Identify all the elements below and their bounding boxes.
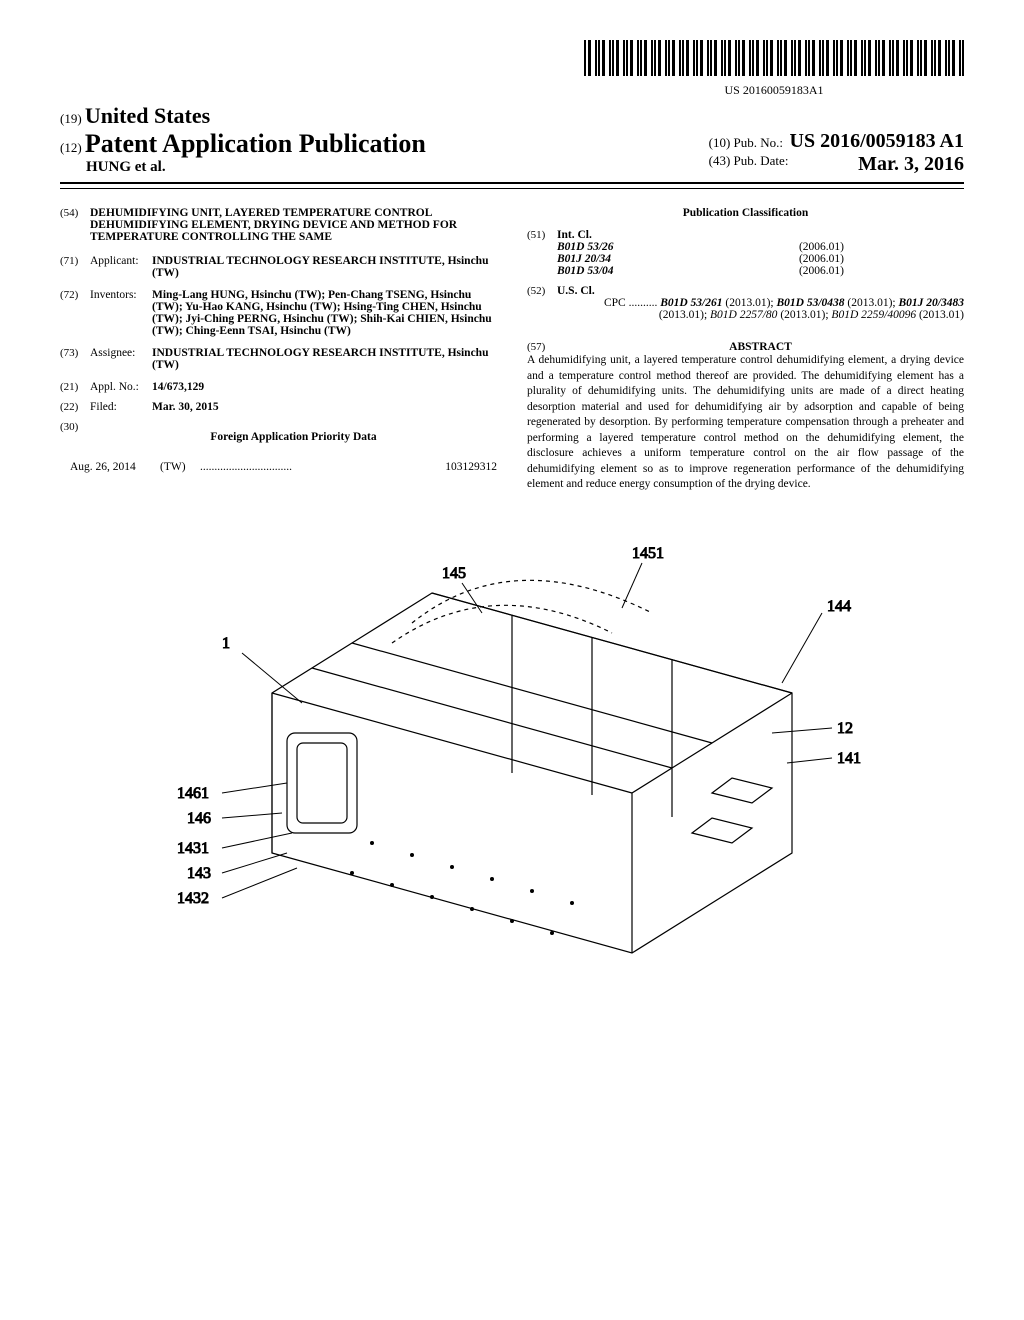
pub-date: Mar. 3, 2016 <box>858 153 964 176</box>
cpc-block: CPC .......... B01D 53/261 (2013.01); B0… <box>557 297 964 321</box>
filed-text: Mar. 30, 2015 <box>152 401 219 413</box>
cpc-label: CPC <box>604 297 626 309</box>
filed-body: Mar. 30, 2015 <box>152 401 497 413</box>
country: United States <box>85 103 210 128</box>
left-column: (54) DEHUMIDIFYING UNIT, LAYERED TEMPERA… <box>60 207 497 493</box>
appl-no-body: 14/673,129 <box>152 381 497 393</box>
header-right: (10) Pub. No.: US 2016/0059183 A1 (43) P… <box>709 130 964 176</box>
header-left: (19) United States (12) Patent Applicati… <box>60 103 426 176</box>
filed-row: (22) Filed: Mar. 30, 2015 <box>60 401 497 413</box>
priority-num: (30) <box>60 421 90 453</box>
appl-no-num: (21) <box>60 381 90 393</box>
priority-heading: Foreign Application Priority Data <box>90 431 497 443</box>
title-num: (54) <box>60 207 90 243</box>
invention-title: DEHUMIDIFYING UNIT, LAYERED TEMPERATURE … <box>90 207 497 243</box>
fig-label-12: 12 <box>837 720 853 737</box>
int-cl-code-0: B01D 53/26 <box>557 241 614 253</box>
pub-date-prefix: (43) <box>709 153 731 168</box>
filed-label: Filed: <box>90 401 152 413</box>
inventors-row: (72) Inventors: Ming-Lang HUNG, Hsinchu … <box>60 289 497 337</box>
priority-data-row: Aug. 26, 2014 (TW) .....................… <box>60 461 497 473</box>
fig-label-144: 144 <box>827 598 851 615</box>
fig-label-1: 1 <box>222 635 230 652</box>
fig-label-146: 146 <box>187 810 211 827</box>
pub-date-label: Pub. Date: <box>734 153 789 168</box>
header: (19) United States (12) Patent Applicati… <box>60 103 964 184</box>
assignee-num: (73) <box>60 347 90 371</box>
filed-num: (22) <box>60 401 90 413</box>
int-cl-ver-0: (2006.01) <box>799 241 964 253</box>
appl-no-row: (21) Appl. No.: 14/673,129 <box>60 381 497 393</box>
applicant-num: (71) <box>60 255 90 279</box>
appl-no-text: 14/673,129 <box>152 381 204 393</box>
fig-label-1431: 1431 <box>177 840 209 857</box>
title-row: (54) DEHUMIDIFYING UNIT, LAYERED TEMPERA… <box>60 207 497 243</box>
inventors-body: Ming-Lang HUNG, Hsinchu (TW); Pen-Chang … <box>152 289 497 337</box>
pub-no: US 2016/0059183 A1 <box>790 130 964 152</box>
int-cl-codes: B01D 53/26(2006.01) B01J 20/34(2006.01) … <box>557 241 964 277</box>
body-columns: (54) DEHUMIDIFYING UNIT, LAYERED TEMPERA… <box>60 207 964 493</box>
inventors-num: (72) <box>60 289 90 337</box>
assignee-text: INDUSTRIAL TECHNOLOGY RESEARCH INSTITUTE… <box>152 347 488 371</box>
pub-no-prefix: (10) <box>709 135 731 150</box>
int-cl-num: (51) <box>527 229 557 277</box>
int-cl-ver-2: (2006.01) <box>799 265 964 277</box>
int-cl-label: Int. Cl. <box>557 229 964 241</box>
pub-no-label: Pub. No.: <box>734 135 783 150</box>
barcode-number: US 20160059183A1 <box>584 83 964 98</box>
doc-type-prefix: (12) <box>60 140 82 155</box>
us-cl-num: (52) <box>527 285 557 321</box>
inventors-text: Ming-Lang HUNG, Hsinchu (TW); Pen-Chang … <box>152 289 492 337</box>
assignee-body: INDUSTRIAL TECHNOLOGY RESEARCH INSTITUTE… <box>152 347 497 371</box>
priority-dots: ................................ <box>200 461 445 473</box>
priority-country: (TW) <box>160 461 200 473</box>
abstract-heading-row: (57) ABSTRACT <box>527 341 964 353</box>
fig-label-1451: 1451 <box>632 545 664 562</box>
applicant-body: INDUSTRIAL TECHNOLOGY RESEARCH INSTITUTE… <box>152 255 497 279</box>
divider <box>60 188 964 189</box>
barcode-area: US 20160059183A1 <box>60 40 964 99</box>
authors-line: HUNG et al. <box>60 159 426 176</box>
pub-class-heading: Publication Classification <box>527 207 964 219</box>
us-cl-label: U.S. Cl. <box>557 285 964 297</box>
priority-date: Aug. 26, 2014 <box>70 461 160 473</box>
doc-type: Patent Application Publication <box>85 129 426 158</box>
int-cl-body: Int. Cl. B01D 53/26 (2006.01) B01J 20/34 (… <box>557 229 964 277</box>
int-cl-row: (51) Int. Cl. B01D 53/26 (2006.01) B01J 2… <box>527 229 964 277</box>
right-column: Publication Classification (51) Int. Cl.… <box>527 207 964 493</box>
country-prefix: (19) <box>60 111 82 126</box>
priority-app: 103129312 <box>445 461 497 473</box>
figure-area: 1 145 1451 144 12 141 1461 146 1431 143 … <box>60 533 964 1018</box>
fig-label-145: 145 <box>442 565 466 582</box>
int-cl-line: B01D 53/26 (2006.01) <box>557 241 964 253</box>
abstract-body: A dehumidifying unit, a layered temperat… <box>527 353 964 493</box>
int-cl-code-1: B01J 20/34 <box>557 253 611 265</box>
appl-no-label: Appl. No.: <box>90 381 152 393</box>
applicant-label: Applicant: <box>90 255 152 279</box>
cpc-text: B01D 53/261 (2013.01); B01D 53/0438 (201… <box>659 297 964 321</box>
cpc-dots: .......... <box>629 297 658 309</box>
us-cl-body: U.S. Cl. CPC .......... B01D 53/261 (201… <box>557 285 964 321</box>
abstract-heading: ABSTRACT <box>557 341 964 353</box>
int-cl-line: B01J 20/34 (2006.01) <box>557 253 964 265</box>
fig-label-1432: 1432 <box>177 890 209 907</box>
fig-label-143: 143 <box>187 865 211 882</box>
fig-label-1461: 1461 <box>177 785 209 802</box>
applicant-text: INDUSTRIAL TECHNOLOGY RESEARCH INSTITUTE… <box>152 255 488 279</box>
int-cl-line: B01D 53/04 (2006.01) <box>557 265 964 277</box>
assignee-row: (73) Assignee: INDUSTRIAL TECHNOLOGY RES… <box>60 347 497 371</box>
priority-heading-row: (30) Foreign Application Priority Data <box>60 421 497 453</box>
fig-label-141: 141 <box>837 750 861 767</box>
us-cl-row: (52) U.S. Cl. CPC .......... B01D 53/261… <box>527 285 964 321</box>
applicant-row: (71) Applicant: INDUSTRIAL TECHNOLOGY RE… <box>60 255 497 279</box>
assignee-label: Assignee: <box>90 347 152 371</box>
barcode-graphic <box>584 40 964 76</box>
int-cl-ver-1: (2006.01) <box>799 253 964 265</box>
abstract-num: (57) <box>527 341 557 353</box>
inventors-label: Inventors: <box>90 289 152 337</box>
patent-figure: 1 145 1451 144 12 141 1461 146 1431 143 … <box>152 533 872 1013</box>
int-cl-code-2: B01D 53/04 <box>557 265 614 277</box>
